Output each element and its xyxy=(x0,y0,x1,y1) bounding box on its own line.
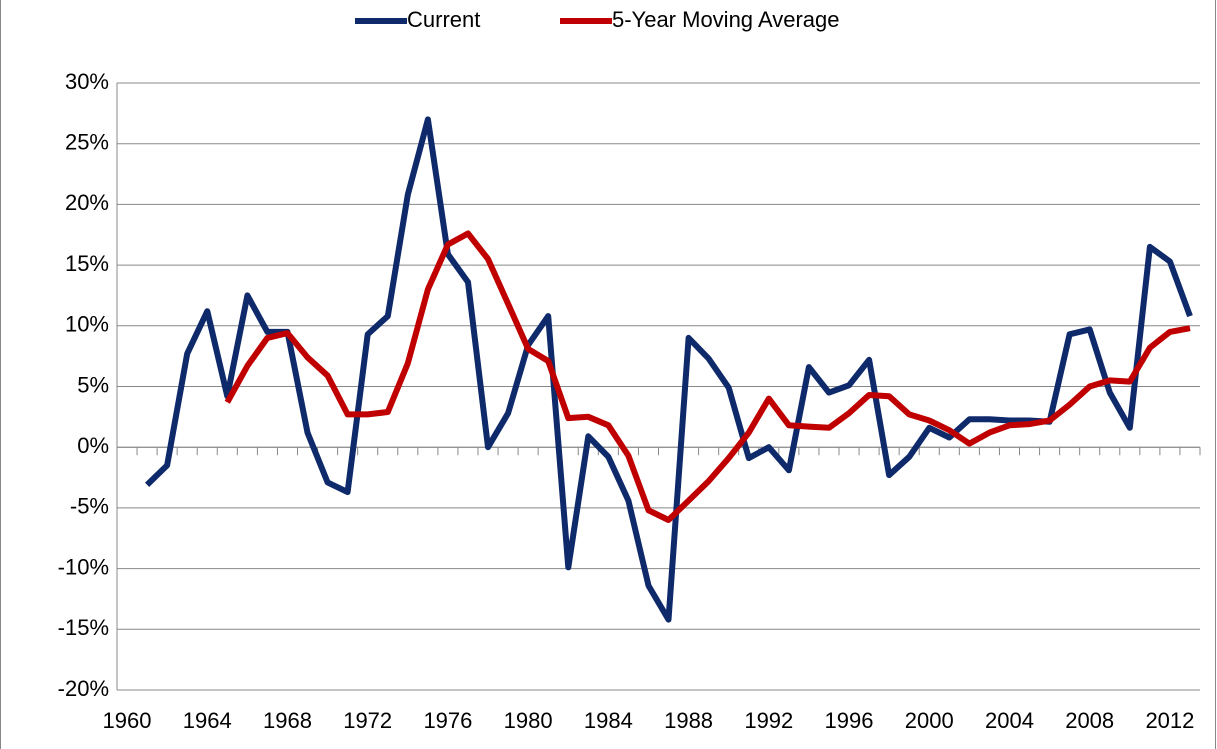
x-tick-label: 1960 xyxy=(103,708,152,733)
series-line xyxy=(224,230,1191,523)
y-tick-label: 20% xyxy=(65,190,109,215)
x-tick-label: 2008 xyxy=(1065,708,1114,733)
x-tick-label: 1992 xyxy=(744,708,793,733)
x-tick-label: 1996 xyxy=(825,708,874,733)
legend-label: Current xyxy=(407,7,480,32)
x-tick-label: 1972 xyxy=(343,708,392,733)
x-tick-label: 1984 xyxy=(584,708,633,733)
x-tick-label: 2012 xyxy=(1145,708,1194,733)
y-tick-label: 25% xyxy=(65,130,109,155)
y-tick-label: 15% xyxy=(65,251,109,276)
y-tick-label: -10% xyxy=(58,554,109,579)
y-tick-label: 0% xyxy=(77,433,109,458)
y-tick-label: -15% xyxy=(58,615,109,640)
y-tick-label: 10% xyxy=(65,312,109,337)
x-tick-label: 1976 xyxy=(423,708,472,733)
x-tick-label: 2004 xyxy=(985,708,1034,733)
legend-label: 5-Year Moving Average xyxy=(612,7,840,32)
y-tick-label: 5% xyxy=(77,372,109,397)
y-tick-label: 30% xyxy=(65,69,109,94)
x-tick-label: 2000 xyxy=(905,708,954,733)
x-tick-label: 1980 xyxy=(504,708,553,733)
x-tick-label: 1988 xyxy=(664,708,713,733)
series-line xyxy=(145,116,1193,623)
x-tick-label: 1968 xyxy=(263,708,312,733)
y-tick-label: -20% xyxy=(58,676,109,701)
y-tick-label: -5% xyxy=(70,494,109,519)
x-tick-label: 1964 xyxy=(183,708,232,733)
